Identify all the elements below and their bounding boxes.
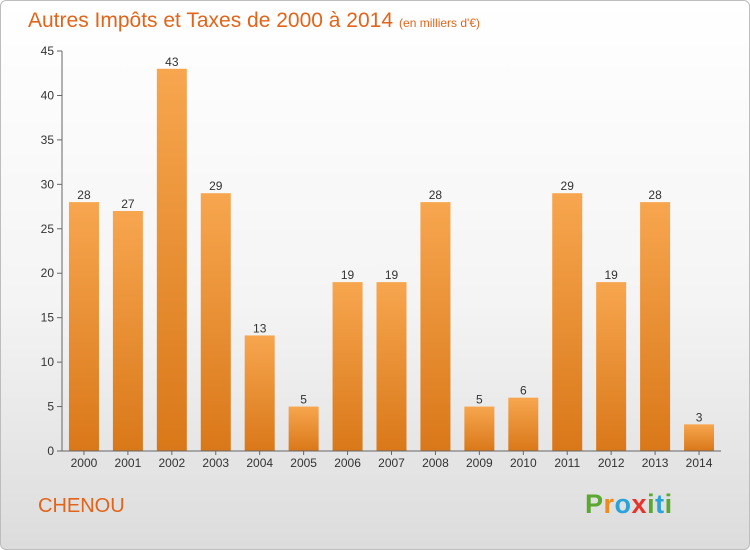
- bar-value-label: 29: [209, 179, 223, 193]
- x-tick-label: 2011: [554, 456, 580, 470]
- y-tick-label: 15: [41, 311, 55, 325]
- bar: [332, 282, 363, 451]
- x-tick-label: 2009: [466, 456, 493, 470]
- logo-letter: i: [664, 489, 673, 519]
- y-tick-label: 45: [41, 44, 55, 58]
- bar-value-label: 13: [253, 321, 267, 335]
- bar-value-label: 6: [520, 384, 527, 398]
- logo-letter: t: [655, 489, 665, 519]
- x-tick-label: 2003: [202, 456, 229, 470]
- bar-value-label: 27: [121, 197, 135, 211]
- bar: [508, 397, 539, 451]
- x-tick-label: 2004: [246, 456, 273, 470]
- x-tick-label: 2008: [422, 456, 449, 470]
- bar-value-label: 43: [165, 55, 179, 69]
- bars: 28 27 43 29 13 5 19 19 28 5 6 29 19 28 3: [68, 55, 715, 452]
- bar-value-label: 3: [696, 410, 703, 424]
- proxiti-logo: Proxiti: [585, 489, 673, 520]
- y-tick-label: 10: [41, 355, 55, 369]
- chart-subtitle: (en milliers d'€): [399, 16, 481, 30]
- bar: [552, 193, 583, 451]
- x-tick-label: 2007: [378, 456, 405, 470]
- bar: [244, 335, 275, 451]
- y-tick-label: 20: [41, 266, 55, 280]
- bar-value-label: 19: [341, 268, 355, 282]
- logo-letter: r: [603, 489, 615, 519]
- location-name: CHENOU: [38, 495, 125, 517]
- chart-header: Autres Impôts et Taxes de 2000 à 2014 (en…: [28, 9, 480, 33]
- x-tick-label: 2010: [510, 456, 537, 470]
- y-axis: 0 5 10 15 20 25 30 35 40 45: [41, 44, 63, 458]
- bar-value-label: 28: [648, 188, 662, 202]
- bar: [596, 282, 627, 451]
- bar: [640, 202, 671, 451]
- chart-title: Autres Impôts et Taxes de 2000 à 2014: [28, 9, 394, 32]
- bar-value-label: 28: [429, 188, 443, 202]
- x-tick-label: 2005: [290, 456, 317, 470]
- x-tick-label: 2006: [334, 456, 361, 470]
- bar-value-label: 28: [77, 188, 91, 202]
- x-tick-label: 2012: [598, 456, 625, 470]
- y-tick-label: 35: [41, 133, 55, 147]
- logo-letter: o: [614, 489, 632, 519]
- y-tick-label: 40: [41, 88, 55, 102]
- y-tick-label: 5: [47, 400, 54, 414]
- bar: [112, 211, 143, 451]
- bar-value-label: 19: [604, 268, 618, 282]
- x-axis: 2000 2001 2002 2003 2004 2005 2006 2007 2008 2009…: [62, 450, 721, 470]
- bar-value-label: 29: [561, 179, 575, 193]
- bar: [156, 68, 187, 452]
- logo-letter: i: [647, 489, 656, 519]
- x-tick-label: 2000: [71, 456, 98, 470]
- logo-letter: x: [631, 489, 648, 519]
- x-tick-label: 2014: [686, 456, 713, 470]
- x-tick-label: 2013: [642, 456, 669, 470]
- bar: [200, 193, 231, 451]
- x-tick-label: 2002: [158, 456, 185, 470]
- y-tick-label: 0: [47, 444, 54, 458]
- bar-value-label: 19: [385, 268, 399, 282]
- bar: [376, 282, 407, 451]
- bar: [68, 202, 99, 451]
- bar-value-label: 5: [476, 393, 483, 407]
- x-tick-label: 2001: [115, 456, 142, 470]
- logo-letter: P: [585, 489, 604, 519]
- bar: [420, 202, 451, 451]
- bar: [288, 406, 319, 451]
- bar: [684, 424, 715, 451]
- bar: [464, 406, 495, 451]
- y-tick-label: 25: [41, 222, 55, 236]
- y-tick-label: 30: [41, 177, 55, 191]
- bar-value-label: 5: [300, 393, 307, 407]
